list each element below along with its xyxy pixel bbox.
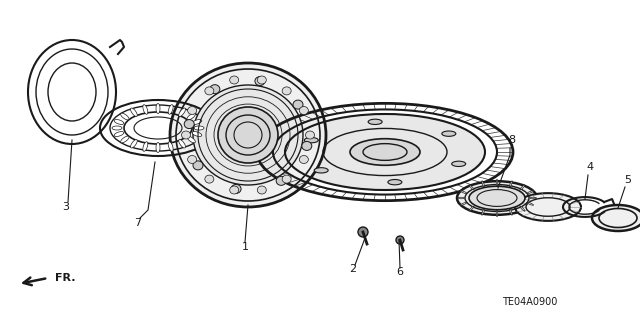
Ellipse shape <box>131 108 137 116</box>
Ellipse shape <box>282 87 291 95</box>
Ellipse shape <box>276 176 286 185</box>
Text: 4: 4 <box>586 162 593 172</box>
Ellipse shape <box>396 236 404 244</box>
Text: 7: 7 <box>134 218 141 228</box>
Ellipse shape <box>515 193 581 221</box>
Ellipse shape <box>187 136 195 143</box>
Ellipse shape <box>461 191 467 194</box>
Ellipse shape <box>192 131 202 137</box>
Ellipse shape <box>300 155 308 163</box>
Ellipse shape <box>469 186 525 210</box>
Ellipse shape <box>509 209 512 215</box>
Ellipse shape <box>469 185 474 190</box>
Text: 5: 5 <box>625 175 632 185</box>
Ellipse shape <box>305 131 314 139</box>
Ellipse shape <box>302 141 312 151</box>
Ellipse shape <box>300 107 308 115</box>
Ellipse shape <box>520 206 525 211</box>
Ellipse shape <box>388 180 402 185</box>
Ellipse shape <box>458 197 465 199</box>
Ellipse shape <box>255 77 265 85</box>
Ellipse shape <box>496 210 498 217</box>
Ellipse shape <box>592 205 640 231</box>
Ellipse shape <box>529 197 536 199</box>
Ellipse shape <box>231 184 241 193</box>
Ellipse shape <box>368 119 382 124</box>
Ellipse shape <box>205 87 214 95</box>
Ellipse shape <box>170 63 326 207</box>
Ellipse shape <box>156 103 160 114</box>
Ellipse shape <box>442 131 456 136</box>
Text: 2: 2 <box>349 264 356 274</box>
Ellipse shape <box>218 107 278 163</box>
Text: 6: 6 <box>397 267 403 277</box>
Ellipse shape <box>527 202 534 205</box>
Ellipse shape <box>293 100 303 109</box>
Ellipse shape <box>192 120 202 124</box>
Ellipse shape <box>509 181 512 187</box>
Ellipse shape <box>114 131 124 137</box>
Ellipse shape <box>156 143 160 152</box>
Text: TE04A0900: TE04A0900 <box>502 297 557 307</box>
Ellipse shape <box>179 108 186 116</box>
Ellipse shape <box>304 137 318 143</box>
Text: 3: 3 <box>63 202 70 212</box>
Ellipse shape <box>112 126 122 130</box>
Ellipse shape <box>520 185 525 190</box>
Ellipse shape <box>314 168 328 173</box>
Ellipse shape <box>168 142 173 151</box>
Ellipse shape <box>285 114 485 190</box>
Ellipse shape <box>527 191 534 194</box>
Ellipse shape <box>469 206 474 211</box>
Text: 8: 8 <box>508 135 516 145</box>
Ellipse shape <box>179 140 186 148</box>
Ellipse shape <box>257 76 266 84</box>
Ellipse shape <box>230 76 239 84</box>
Ellipse shape <box>282 175 291 183</box>
Ellipse shape <box>120 136 129 143</box>
Ellipse shape <box>457 181 537 215</box>
Ellipse shape <box>193 85 303 185</box>
Ellipse shape <box>461 202 467 205</box>
Ellipse shape <box>194 126 204 130</box>
Ellipse shape <box>188 155 196 163</box>
Ellipse shape <box>358 227 368 237</box>
Ellipse shape <box>350 139 420 165</box>
Ellipse shape <box>496 179 498 186</box>
Ellipse shape <box>482 209 484 215</box>
Ellipse shape <box>482 181 484 187</box>
Text: FR.: FR. <box>55 273 76 283</box>
Ellipse shape <box>257 186 266 194</box>
Ellipse shape <box>205 175 214 183</box>
Ellipse shape <box>114 120 124 124</box>
Text: 1: 1 <box>241 242 248 252</box>
Ellipse shape <box>188 107 196 115</box>
Ellipse shape <box>143 105 148 114</box>
Ellipse shape <box>210 85 220 94</box>
Ellipse shape <box>143 142 148 151</box>
Ellipse shape <box>182 131 191 139</box>
Ellipse shape <box>120 113 129 120</box>
Ellipse shape <box>131 140 137 148</box>
Ellipse shape <box>187 113 195 120</box>
Ellipse shape <box>193 161 203 170</box>
Ellipse shape <box>230 186 239 194</box>
Ellipse shape <box>168 105 173 114</box>
Ellipse shape <box>184 120 194 129</box>
Ellipse shape <box>452 161 466 167</box>
